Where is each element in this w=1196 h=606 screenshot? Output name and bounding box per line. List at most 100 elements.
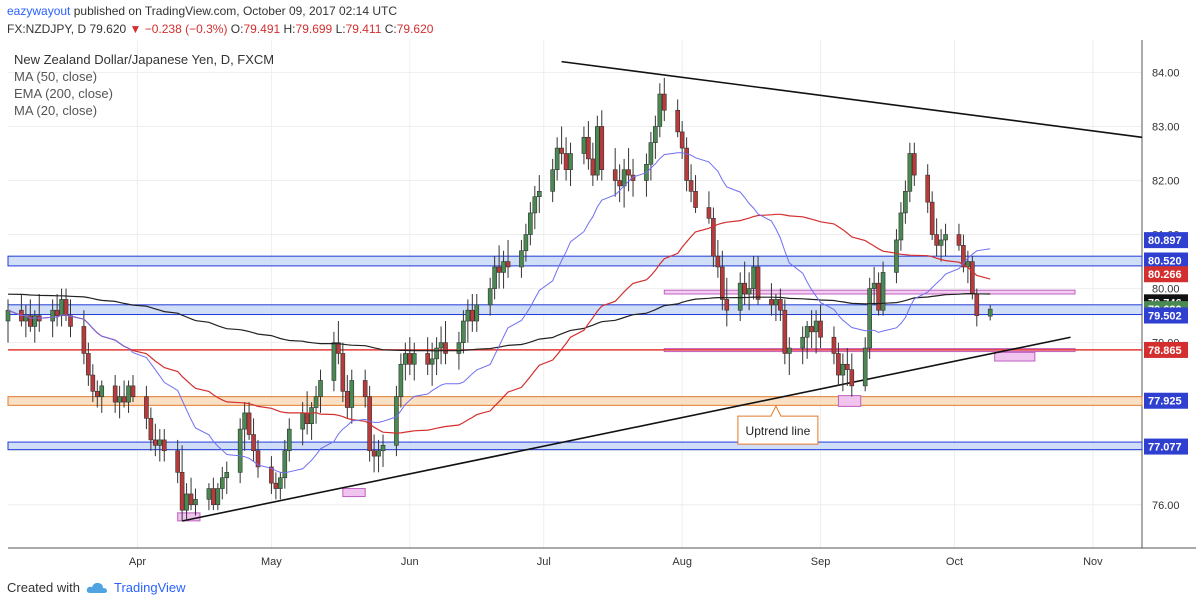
candle	[340, 342, 346, 403]
candle-body	[313, 396, 319, 408]
candle	[849, 353, 855, 397]
candle	[867, 277, 872, 359]
candle-body	[99, 385, 105, 397]
candle-body	[376, 450, 381, 457]
price-label: 79.502	[1148, 311, 1182, 323]
price-label: 80.520	[1148, 255, 1182, 267]
candle	[59, 288, 64, 327]
candle	[653, 115, 658, 159]
candle	[394, 385, 399, 457]
candle-body	[94, 390, 100, 397]
candle-body	[782, 309, 788, 354]
candle	[349, 369, 355, 424]
candle	[153, 423, 158, 457]
candle-body	[153, 439, 158, 446]
candle	[318, 369, 323, 413]
candle	[586, 121, 591, 170]
candle-body	[684, 147, 689, 181]
x-tick-label: Nov	[1083, 556, 1103, 568]
candle	[943, 223, 948, 257]
candle	[380, 434, 386, 467]
candle	[425, 337, 430, 376]
candle-body	[496, 266, 502, 273]
x-tick-label: Sep	[811, 556, 831, 568]
candle	[336, 321, 341, 365]
candle	[706, 191, 712, 224]
annotation-text: Uptrend line	[746, 424, 811, 438]
y-tick-label: 83.00	[1152, 121, 1180, 133]
author-link[interactable]: eazywayout	[7, 4, 71, 18]
candle	[242, 402, 247, 451]
candle-body	[675, 109, 680, 133]
candle	[559, 126, 564, 165]
candle-body	[831, 336, 837, 354]
candle-body	[130, 385, 136, 397]
y-tick-label: 82.00	[1152, 176, 1180, 188]
candle	[938, 229, 944, 262]
x-tick-label: May	[261, 556, 282, 568]
candle-body	[849, 369, 855, 387]
candle	[63, 288, 69, 322]
candle-body	[28, 315, 33, 327]
candle	[282, 439, 288, 489]
candle-body	[550, 169, 555, 192]
candle	[898, 202, 904, 251]
x-tick-label: Aug	[672, 556, 692, 568]
candle	[371, 434, 377, 473]
price-chart[interactable]: Uptrend line 76.0077.0078.0079.0080.0081…	[0, 40, 1196, 572]
candle-body	[206, 488, 212, 500]
candle	[429, 342, 435, 386]
candle	[894, 229, 899, 284]
candle-body	[867, 288, 872, 349]
candle	[407, 337, 413, 376]
candle	[175, 439, 180, 484]
candle	[648, 131, 654, 181]
candle-body	[845, 363, 850, 370]
y-tick-label: 80.00	[1152, 284, 1180, 296]
y-tick-label: 76.00	[1152, 500, 1180, 512]
candle	[956, 223, 962, 251]
candle-body	[331, 342, 337, 381]
price-label-bg	[1144, 341, 1188, 358]
candle	[179, 445, 185, 521]
candle-body	[693, 191, 698, 208]
candle-body	[336, 342, 341, 354]
candle-body	[492, 266, 497, 289]
close-value: 79.620	[396, 22, 434, 36]
candle	[876, 272, 881, 316]
candle	[474, 294, 480, 332]
candle	[778, 288, 783, 322]
legend-ema200: EMA (200, close)	[14, 86, 113, 101]
candle-body	[403, 353, 408, 365]
candle	[657, 83, 663, 138]
price-label-bg	[1144, 266, 1188, 283]
price-label: 77.925	[1148, 396, 1182, 408]
candle-body	[193, 499, 198, 506]
candle	[961, 234, 966, 273]
candle-body	[282, 450, 288, 479]
candle-body	[461, 320, 466, 343]
high-label: H:	[283, 22, 296, 36]
candle-body	[987, 308, 993, 317]
candle-body	[621, 169, 627, 187]
candle	[800, 326, 805, 365]
candle-body	[219, 477, 225, 489]
candle-body	[237, 428, 243, 473]
candle	[550, 158, 555, 203]
candle-body	[809, 326, 814, 333]
candle-body	[536, 191, 542, 198]
candle-body	[786, 347, 792, 354]
candle-body	[269, 466, 274, 484]
pink-marker-box	[994, 351, 1036, 362]
candle-body	[242, 412, 247, 430]
tradingview-link[interactable]: TradingView	[113, 580, 186, 595]
candle	[313, 385, 319, 424]
chart-area[interactable]: Uptrend line 76.0077.0078.0079.0080.0081…	[0, 40, 1196, 572]
published-text: published on TradingView.com, October 09…	[73, 4, 398, 18]
candle	[880, 261, 886, 316]
candle-body	[456, 342, 462, 354]
candle-body	[470, 309, 475, 322]
candle-body	[612, 169, 618, 181]
candle-body	[898, 212, 904, 241]
candle	[206, 483, 212, 511]
